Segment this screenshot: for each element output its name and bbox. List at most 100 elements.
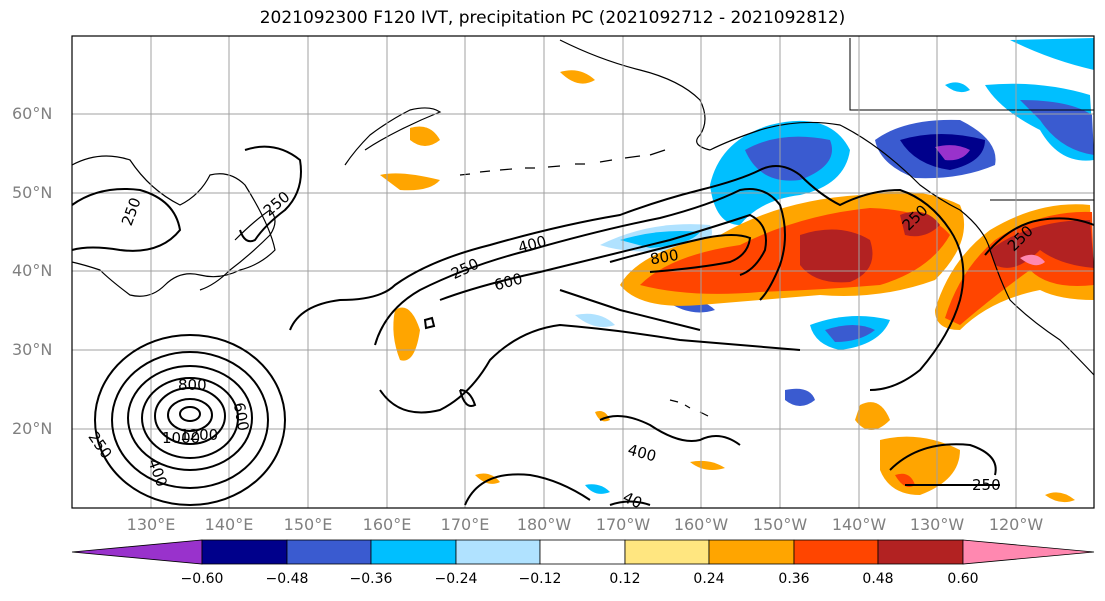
lat-label: 30°N (12, 340, 53, 359)
positive-pc-region (393, 307, 420, 361)
colorbar-extend-low (71, 539, 203, 565)
ivt-contour (111, 351, 269, 489)
contour-label: 400 (144, 456, 171, 489)
positive-pc-region (640, 208, 950, 294)
colorbar-tick-label: 0.12 (609, 571, 641, 587)
lat-label: 20°N (12, 419, 53, 438)
contour-label: 800 (178, 376, 207, 394)
precipitation-shading (380, 38, 1094, 503)
colorbar-tick-label: 0.48 (862, 571, 894, 587)
positive-pc-region (900, 211, 940, 237)
negative-pc-region (745, 136, 832, 181)
negative-pc-region (1010, 38, 1094, 70)
colorbar-segment (539, 539, 626, 565)
canada-us-border (849, 38, 1094, 111)
colorbar-segment (877, 539, 964, 565)
colorbar-tick-label: 0.60 (947, 571, 979, 587)
lat-label: 50°N (12, 183, 53, 202)
positive-pc-region (1020, 254, 1045, 266)
ivt-contour (289, 165, 965, 391)
positive-pc-region (410, 126, 440, 146)
negative-pc-region (945, 82, 970, 93)
lon-label: 170°W (595, 515, 651, 534)
colorbar-extend-high (962, 539, 1095, 565)
lat-label: 40°N (12, 261, 53, 280)
contour-label: 1200 (180, 426, 218, 444)
contour-label: 400 (626, 441, 658, 466)
aleutian-chain (459, 149, 666, 176)
negative-pc-region (785, 388, 815, 406)
ivt-contour (889, 443, 997, 476)
colorbar-segment (793, 539, 879, 565)
contour-label: 250 (118, 195, 145, 228)
colorbar-segment (286, 539, 372, 565)
lon-label: 170°E (440, 515, 490, 534)
contour-label: 250 (972, 476, 1001, 494)
contour-label: 40 (620, 488, 645, 512)
kamchatka-coastline (344, 107, 442, 166)
lon-label: 180°W (516, 515, 572, 534)
positive-pc-region (800, 229, 873, 283)
ivt-contour (179, 406, 201, 422)
lon-label: 120°W (988, 515, 1044, 534)
ivt-contour (127, 365, 253, 471)
colorbar-tick-label: −0.12 (518, 571, 562, 587)
negative-pc-region (575, 313, 615, 328)
colorbar (71, 539, 1095, 565)
positive-pc-region (380, 173, 440, 191)
lon-label: 160°W (673, 515, 729, 534)
colorbar-tick-label: −0.48 (265, 571, 309, 587)
contour-label: 1000 (162, 429, 200, 447)
colorbar-segment (624, 539, 710, 565)
ivt-contour (464, 473, 591, 506)
colorbar-segment (201, 539, 288, 565)
contour-label: 600 (230, 401, 253, 432)
lon-label: 130°W (909, 515, 965, 534)
asia-coastline (71, 155, 276, 297)
lon-label: 160°E (362, 515, 412, 534)
negative-pc-region (935, 145, 970, 161)
colorbar-tick-label: 0.36 (778, 571, 810, 587)
positive-pc-region (1045, 492, 1075, 503)
ivt-contour (374, 188, 786, 346)
lon-label: 150°E (283, 515, 333, 534)
lon-label: 130°E (126, 515, 176, 534)
lon-label: 140°W (831, 515, 887, 534)
lat-label: 60°N (12, 104, 53, 123)
colorbar-tick-label: 0.24 (693, 571, 725, 587)
positive-pc-region (690, 460, 725, 470)
alaska-coastline (559, 39, 1095, 376)
ivt-contours (71, 145, 1095, 506)
positive-pc-region (855, 402, 890, 430)
contour-label: 600 (492, 270, 524, 295)
ivt-contour (141, 377, 239, 459)
ivt-contour (94, 334, 286, 506)
colorbar-segment (370, 539, 457, 565)
colorbar-segment (708, 539, 795, 565)
country-borders (849, 38, 1094, 201)
ivt-contour (154, 387, 226, 445)
positive-pc-region (560, 70, 595, 84)
ivt-contour (559, 289, 701, 331)
map-title: 2021092300 F120 IVT, precipitation PC (2… (259, 8, 846, 28)
hawaii-islands (669, 399, 709, 417)
ivt-contour (459, 389, 477, 407)
ivt-contour (167, 398, 213, 432)
ivt-contour (379, 323, 801, 414)
colorbar-tick-label: −0.60 (180, 571, 224, 587)
colorbar-segment (455, 539, 541, 565)
ivt-contour (239, 145, 302, 243)
ivt-contour (609, 234, 752, 273)
colorbar-tick-label: −0.36 (349, 571, 393, 587)
contour-label: 800 (649, 246, 680, 269)
colorbar-tick-label: −0.24 (434, 571, 478, 587)
map-frame (71, 35, 1095, 509)
contour-label: 250 (84, 428, 115, 462)
lon-label: 150°W (752, 515, 808, 534)
contour-label: 250 (260, 188, 294, 220)
negative-pc-region (585, 484, 610, 494)
coastlines (71, 39, 1095, 417)
negative-pc-region (620, 231, 700, 248)
ivt-contour (71, 188, 182, 252)
positive-pc-region (475, 473, 500, 484)
